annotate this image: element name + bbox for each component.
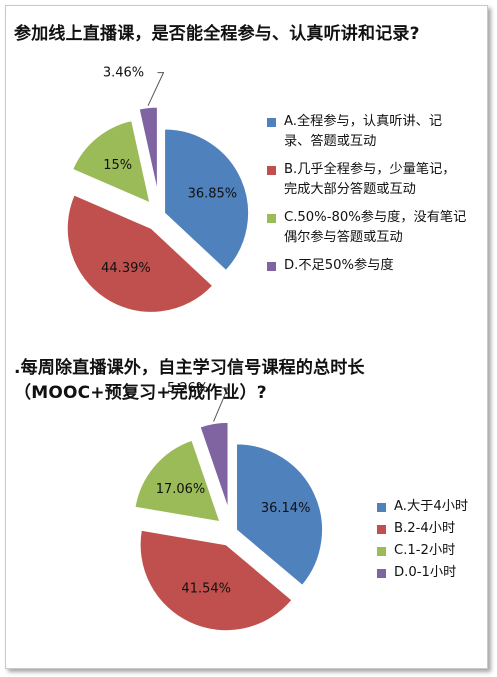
chart1-legend-text-2-2: 完成大部分答题或互动 xyxy=(284,182,416,197)
chart2-legend-swatch-1 xyxy=(377,503,386,512)
chart2-legend-text-3-1: C.1-2小时 xyxy=(394,543,456,558)
chart1-legend-swatch-3 xyxy=(267,214,276,223)
chart2-legend: A.大于4小时 B.2-4小时 C.1-2小时 D.0-1小时 xyxy=(377,497,497,585)
chart1-legend-swatch-2 xyxy=(267,166,276,175)
chart2-value-label-4: 5.26% xyxy=(167,381,208,396)
chart1-value-label-4: 3.46% xyxy=(103,66,144,81)
chart1-value-label-1: 36.85% xyxy=(188,186,238,201)
chart1-legend-swatch-1 xyxy=(267,118,276,127)
chart2-legend-item-1: A.大于4小时 xyxy=(377,497,497,517)
chart1-legend-text-1-2: 录、答题或互动 xyxy=(284,134,377,149)
chart2-value-label-2: 41.54% xyxy=(181,582,231,597)
chart2-title-line2: （MOOC+预复习+完成作业）? xyxy=(14,383,267,403)
chart2-slice-2 xyxy=(139,529,293,632)
chart2-legend-text-4-1: D.0-1小时 xyxy=(394,565,457,580)
chart2-leader-line xyxy=(213,387,229,422)
chart1-legend-text-2-1: B.几乎全程参与，少量笔记， xyxy=(284,162,456,177)
chart1-slice-4 xyxy=(138,106,158,192)
chart1-value-label-2: 44.39% xyxy=(101,261,151,276)
chart2-legend-item-2: B.2-4小时 xyxy=(377,519,497,539)
chart1-legend-text-1-1: A.全程参与，认真听讲、记 xyxy=(284,114,443,129)
chart2-legend-item-4: D.0-1小时 xyxy=(377,563,497,583)
chart1-slice-3 xyxy=(72,120,151,204)
chart2-legend-item-3: C.1-2小时 xyxy=(377,541,497,561)
chart1-slice-1 xyxy=(164,128,250,272)
chart2-legend-swatch-4 xyxy=(377,569,386,578)
chart1-value-label-3: 15% xyxy=(103,158,132,173)
chart2-slice-3 xyxy=(134,439,221,523)
figure-frame xyxy=(5,5,488,669)
chart2-legend-swatch-3 xyxy=(377,547,386,556)
chart2-legend-swatch-2 xyxy=(377,525,386,534)
chart1-legend-item-4: D.不足50%参与度 xyxy=(267,256,482,276)
chart1-legend: A.全程参与，认真听讲、记 录、答题或互动 B.几乎全程参与，少量笔记， 完成大部分答… xyxy=(267,112,482,284)
chart2-value-label-1: 36.14% xyxy=(261,501,311,516)
chart1-leader-line xyxy=(147,72,165,106)
chart1-title: 参加线上直播课，是否能全程参与、认真听讲和记录? xyxy=(14,24,420,44)
chart1-legend-text-3-1: C.50%-80%参与度，没有笔记 xyxy=(284,210,467,225)
chart1-legend-item-2: B.几乎全程参与，少量笔记， 完成大部分答题或互动 xyxy=(267,160,482,200)
chart2-legend-text-2-1: B.2-4小时 xyxy=(394,521,456,536)
chart1-legend-text-4-1: D.不足50%参与度 xyxy=(284,258,394,273)
chart1-legend-item-1: A.全程参与，认真听讲、记 录、答题或互动 xyxy=(267,112,482,152)
chart1-legend-item-3: C.50%-80%参与度，没有笔记 偶尔参与答题或互动 xyxy=(267,208,482,248)
chart2-value-label-3: 17.06% xyxy=(156,482,206,497)
chart1-slice-2 xyxy=(66,194,214,313)
chart1-legend-text-3-2: 偶尔参与答题或互动 xyxy=(284,230,403,245)
chart2-title-line1: .每周除直播课外，自主学习信号课程的总时长 xyxy=(14,358,365,378)
chart2-slice-1 xyxy=(236,443,324,586)
chart1-legend-swatch-4 xyxy=(267,262,276,271)
chart2-slice-4 xyxy=(199,421,229,509)
chart2-legend-text-1-1: A.大于4小时 xyxy=(394,499,469,514)
